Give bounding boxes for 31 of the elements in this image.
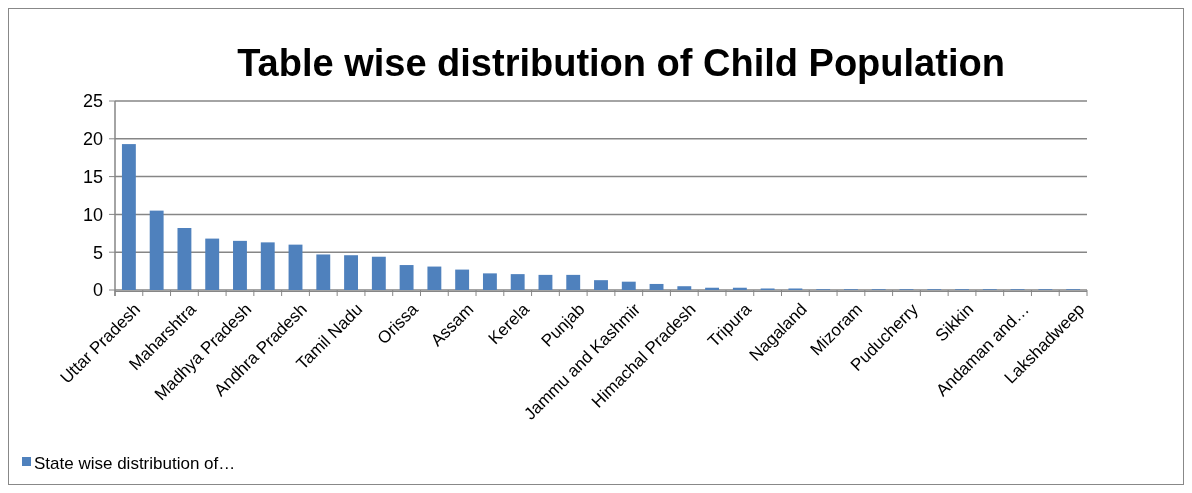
bar — [205, 238, 220, 290]
bar — [233, 240, 247, 290]
bar — [594, 280, 608, 290]
bar — [149, 210, 164, 290]
bar — [566, 274, 581, 290]
bar — [677, 286, 692, 290]
bar — [649, 283, 664, 290]
bar — [344, 255, 358, 290]
bar — [288, 244, 303, 290]
bar — [482, 273, 497, 290]
bar — [316, 254, 331, 290]
bar — [705, 287, 720, 290]
chart-title: Table wise distribution of Child Population — [237, 42, 1005, 84]
y-tick-label: 25 — [82, 91, 103, 112]
bar — [510, 274, 525, 290]
bar — [621, 281, 636, 290]
bar — [371, 256, 386, 290]
legend-label: State wise distribution of… — [34, 453, 236, 473]
bar — [427, 266, 442, 290]
y-tick-label: 0 — [92, 280, 103, 301]
bar — [260, 242, 275, 290]
bar — [399, 265, 414, 290]
bar — [538, 274, 553, 290]
bar — [455, 269, 470, 290]
y-tick-label: 20 — [82, 129, 103, 150]
bar — [121, 144, 136, 290]
y-tick-label: 15 — [82, 166, 103, 187]
bar — [732, 287, 747, 290]
bar — [177, 228, 192, 290]
y-tick-label: 10 — [82, 204, 103, 225]
y-tick-label: 5 — [92, 242, 103, 263]
